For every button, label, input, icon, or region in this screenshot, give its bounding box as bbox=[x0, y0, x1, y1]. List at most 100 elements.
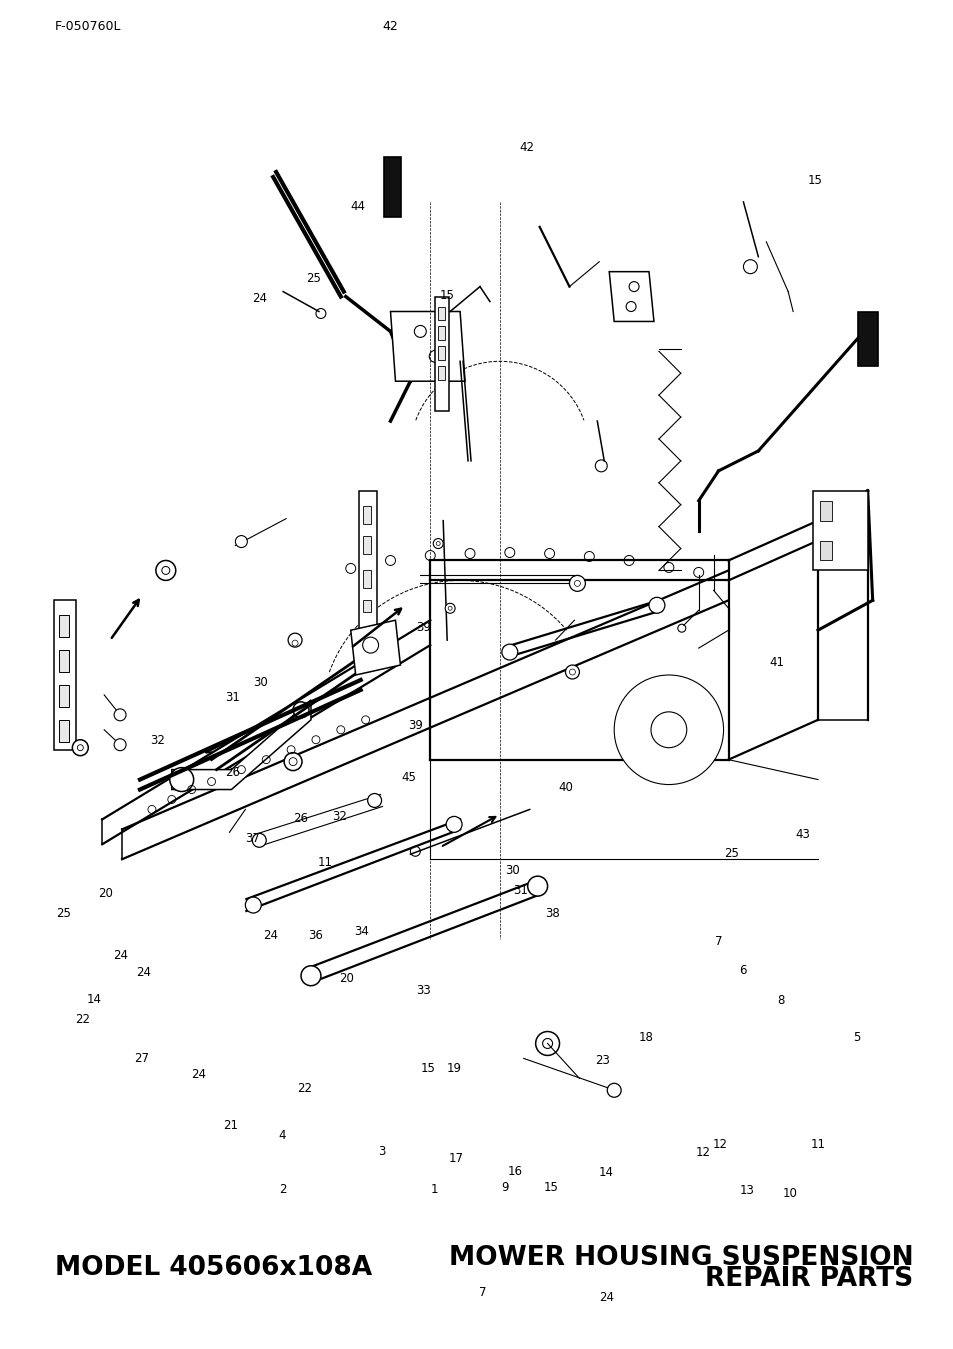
Text: 30: 30 bbox=[253, 676, 268, 689]
Text: 20: 20 bbox=[338, 971, 354, 985]
Bar bbox=[437, 367, 445, 380]
Text: 1: 1 bbox=[430, 1183, 437, 1195]
Text: 26: 26 bbox=[293, 812, 308, 824]
Text: 44: 44 bbox=[350, 201, 365, 213]
Text: 14: 14 bbox=[86, 993, 101, 1006]
Text: MOWER HOUSING SUSPENSION: MOWER HOUSING SUSPENSION bbox=[448, 1245, 912, 1271]
Text: 41: 41 bbox=[768, 656, 783, 669]
Polygon shape bbox=[351, 621, 400, 674]
Circle shape bbox=[284, 753, 302, 770]
Text: REPAIR PARTS: REPAIR PARTS bbox=[704, 1267, 912, 1292]
Text: 43: 43 bbox=[795, 828, 810, 840]
Text: 20: 20 bbox=[97, 888, 112, 900]
Text: 15: 15 bbox=[420, 1062, 435, 1075]
Text: 24: 24 bbox=[262, 928, 277, 942]
Circle shape bbox=[357, 648, 374, 664]
Text: 10: 10 bbox=[781, 1187, 797, 1199]
Circle shape bbox=[614, 674, 722, 785]
Circle shape bbox=[650, 712, 686, 747]
Bar bbox=[59, 685, 70, 707]
Bar bbox=[358, 491, 376, 635]
Text: 42: 42 bbox=[382, 20, 397, 34]
Text: 26: 26 bbox=[225, 766, 239, 780]
Bar bbox=[59, 615, 70, 637]
Text: 7: 7 bbox=[478, 1286, 486, 1299]
Text: 3: 3 bbox=[378, 1145, 385, 1157]
Polygon shape bbox=[172, 700, 311, 789]
Text: 2: 2 bbox=[278, 1183, 286, 1195]
Circle shape bbox=[565, 665, 578, 679]
Bar bbox=[59, 650, 70, 672]
Text: 39: 39 bbox=[408, 719, 422, 733]
Text: 42: 42 bbox=[519, 142, 535, 154]
Text: 34: 34 bbox=[354, 924, 369, 938]
Text: 24: 24 bbox=[135, 966, 151, 979]
Bar bbox=[437, 347, 445, 360]
Polygon shape bbox=[390, 312, 464, 382]
Text: 40: 40 bbox=[558, 781, 573, 793]
Circle shape bbox=[288, 633, 302, 648]
Polygon shape bbox=[609, 271, 653, 321]
Text: 15: 15 bbox=[543, 1182, 558, 1194]
Text: 38: 38 bbox=[545, 907, 559, 920]
Text: 45: 45 bbox=[401, 772, 416, 785]
Text: 25: 25 bbox=[723, 847, 738, 859]
Bar bbox=[362, 536, 370, 553]
Circle shape bbox=[445, 603, 455, 614]
Text: MODEL 405606x108A: MODEL 405606x108A bbox=[55, 1256, 372, 1282]
Bar bbox=[437, 326, 445, 340]
Circle shape bbox=[245, 897, 261, 913]
Text: 19: 19 bbox=[446, 1062, 461, 1075]
Text: 24: 24 bbox=[112, 948, 128, 962]
Text: 18: 18 bbox=[638, 1031, 653, 1044]
Bar bbox=[437, 306, 445, 321]
Bar bbox=[362, 506, 370, 523]
Text: 12: 12 bbox=[712, 1139, 726, 1151]
Text: 11: 11 bbox=[810, 1139, 825, 1151]
Bar bbox=[362, 571, 370, 588]
Text: 24: 24 bbox=[191, 1068, 206, 1082]
Text: 31: 31 bbox=[225, 691, 239, 704]
Bar bbox=[812, 491, 867, 571]
Circle shape bbox=[648, 598, 664, 614]
Text: 14: 14 bbox=[598, 1167, 613, 1179]
Circle shape bbox=[72, 739, 89, 755]
Text: 17: 17 bbox=[448, 1152, 463, 1164]
Circle shape bbox=[170, 768, 193, 792]
Circle shape bbox=[501, 643, 517, 660]
Text: 12: 12 bbox=[695, 1147, 709, 1159]
Bar bbox=[820, 541, 831, 560]
Text: 11: 11 bbox=[317, 857, 333, 869]
Text: 22: 22 bbox=[296, 1082, 312, 1095]
Bar bbox=[435, 297, 449, 411]
Circle shape bbox=[301, 966, 320, 986]
Text: 32: 32 bbox=[332, 811, 347, 823]
Text: 6: 6 bbox=[738, 963, 745, 977]
Text: 33: 33 bbox=[416, 983, 431, 997]
Circle shape bbox=[235, 536, 247, 548]
Bar bbox=[383, 156, 401, 217]
Text: 22: 22 bbox=[75, 1013, 90, 1027]
Text: 16: 16 bbox=[507, 1166, 522, 1178]
Circle shape bbox=[607, 1083, 620, 1097]
Text: 25: 25 bbox=[56, 907, 71, 920]
Circle shape bbox=[569, 576, 585, 591]
Text: 13: 13 bbox=[740, 1184, 754, 1197]
Circle shape bbox=[114, 739, 126, 750]
Text: 15: 15 bbox=[438, 289, 454, 302]
Circle shape bbox=[114, 708, 126, 720]
Text: 39: 39 bbox=[416, 621, 431, 634]
Text: 31: 31 bbox=[513, 885, 528, 897]
Text: 5: 5 bbox=[852, 1031, 860, 1044]
Text: 37: 37 bbox=[245, 832, 259, 844]
Circle shape bbox=[527, 876, 547, 896]
Circle shape bbox=[293, 701, 309, 718]
Text: 9: 9 bbox=[501, 1182, 509, 1194]
Text: 25: 25 bbox=[306, 271, 321, 285]
Text: 21: 21 bbox=[223, 1120, 237, 1132]
Circle shape bbox=[446, 816, 461, 832]
Text: 36: 36 bbox=[308, 928, 323, 942]
Text: F-050760L: F-050760L bbox=[55, 20, 121, 34]
Bar bbox=[820, 500, 831, 521]
Circle shape bbox=[433, 538, 443, 549]
